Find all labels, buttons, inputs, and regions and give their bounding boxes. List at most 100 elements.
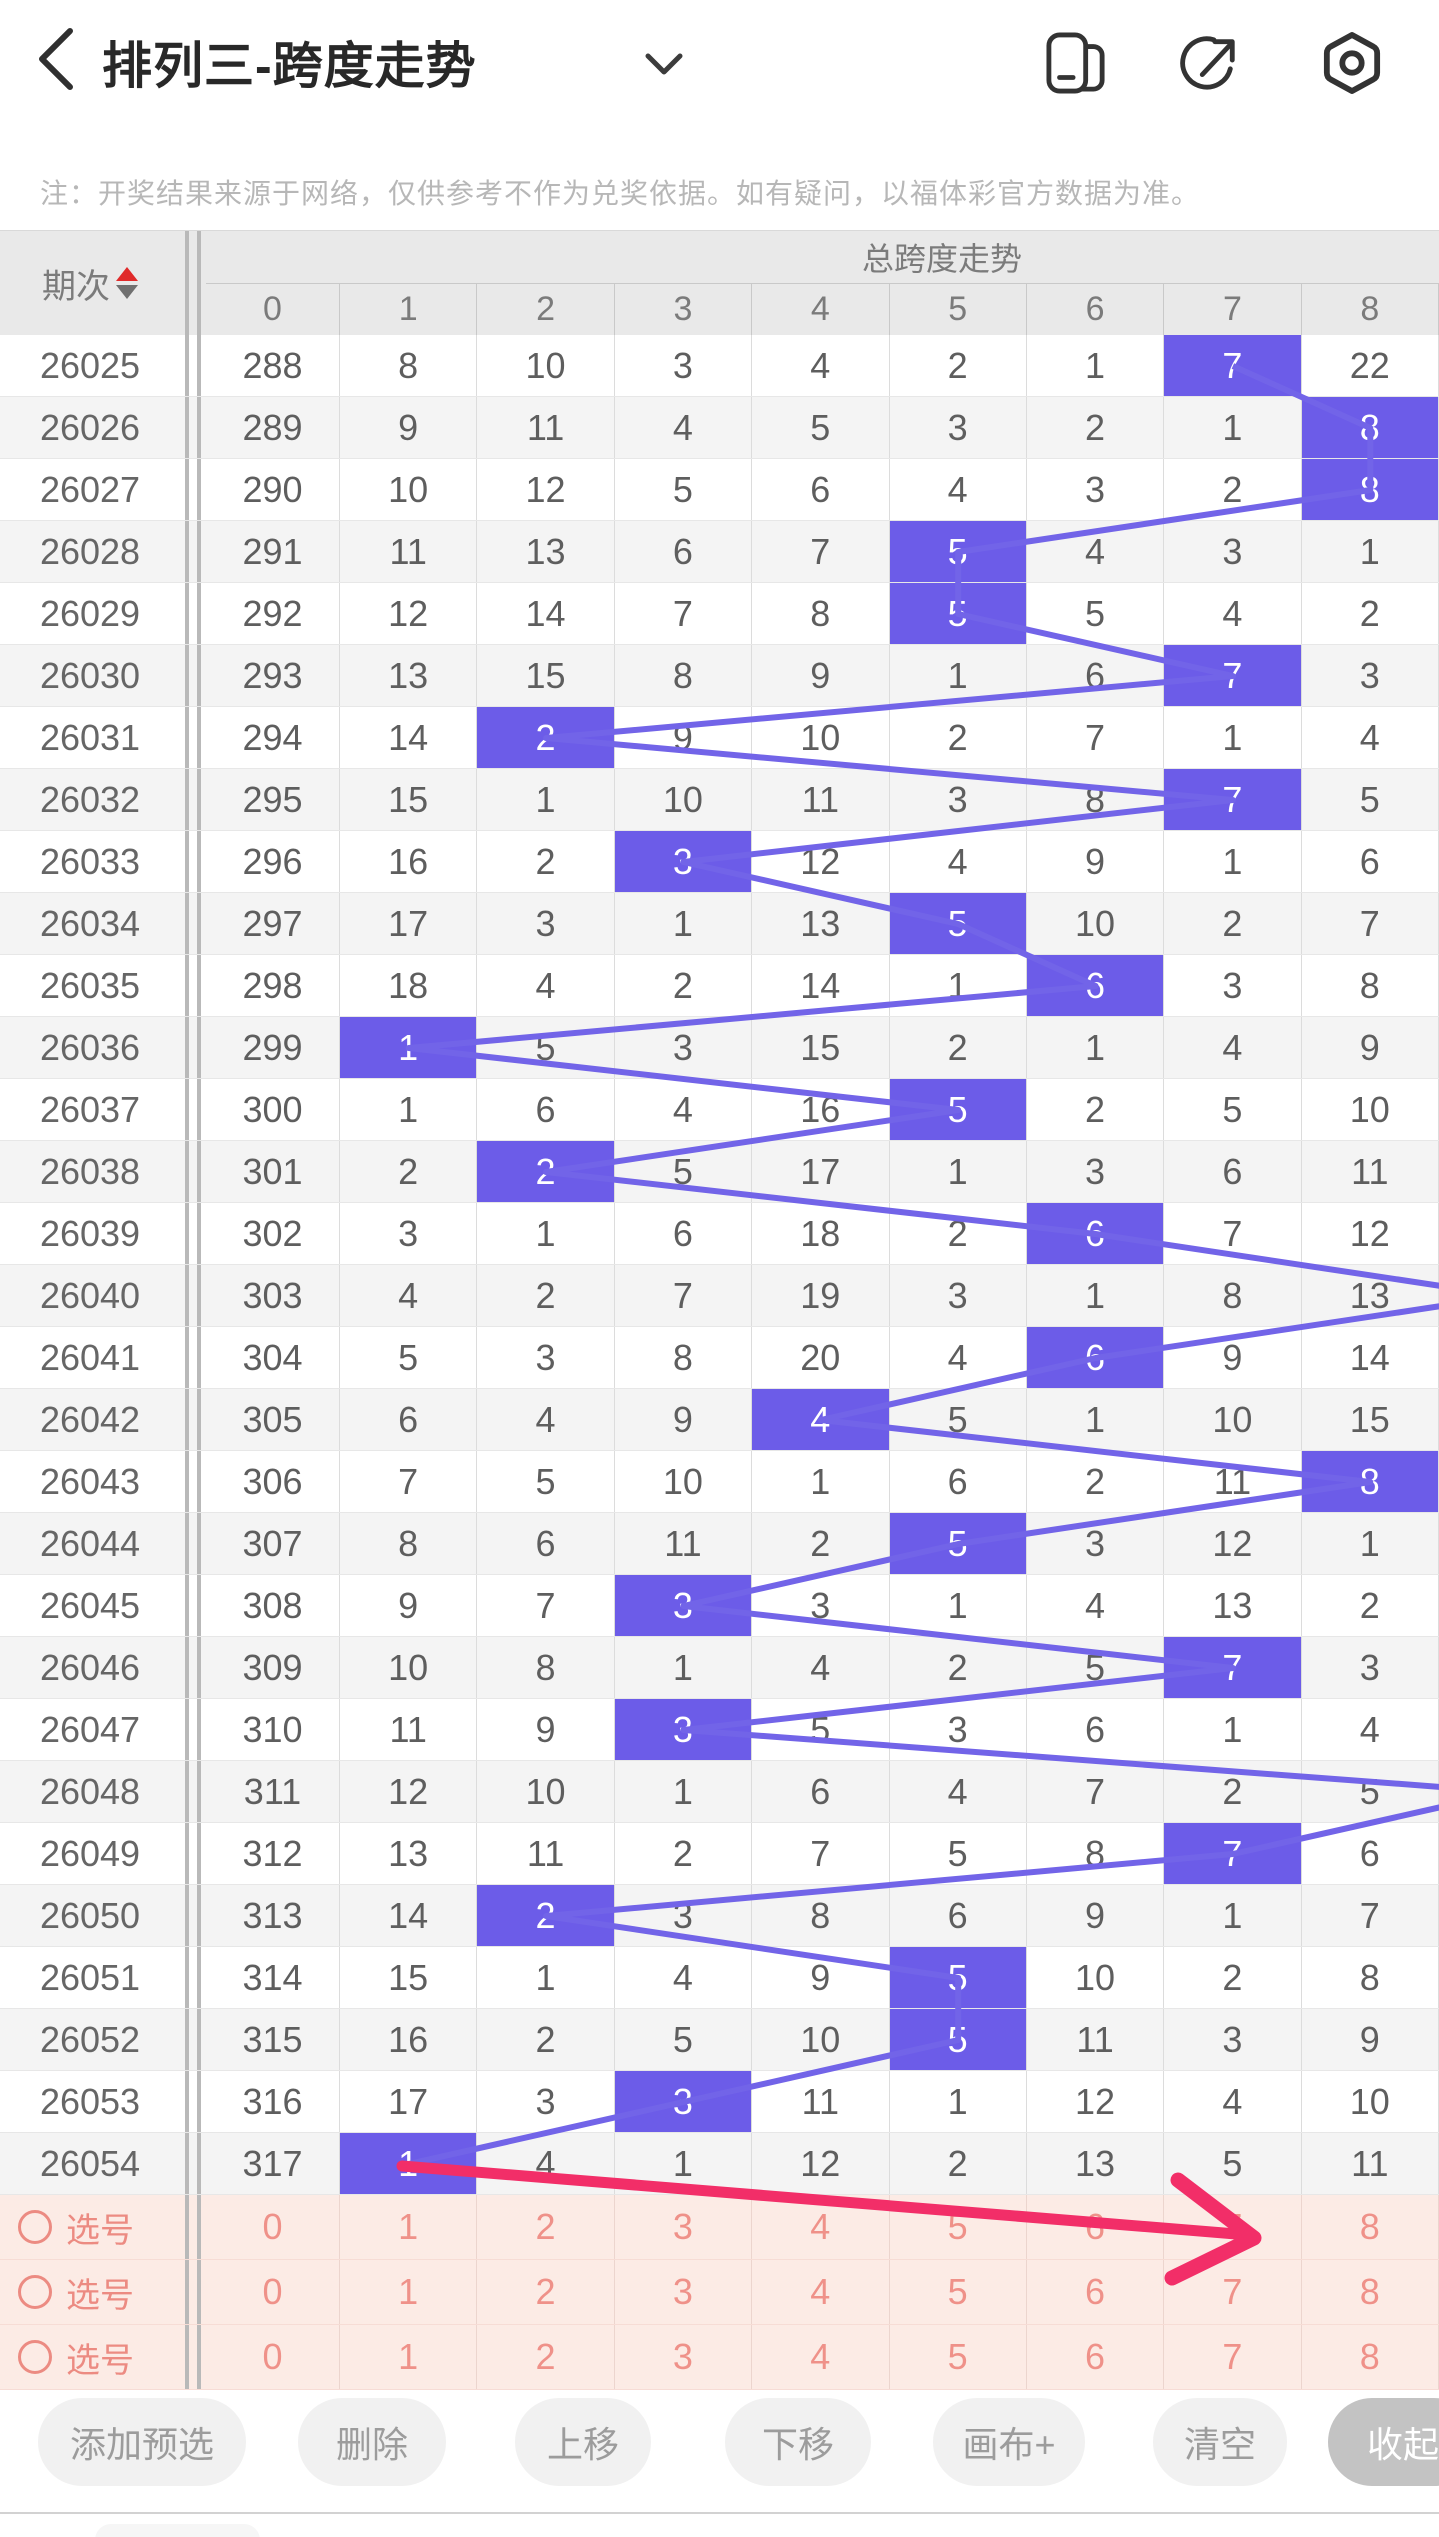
- pick-number-cell[interactable]: 6: [1027, 2260, 1165, 2324]
- miss-cell: 3: [1164, 2009, 1302, 2070]
- pick-number-cell[interactable]: 0: [206, 2195, 340, 2259]
- canvas-button[interactable]: 画布+: [933, 2398, 1085, 2486]
- miss-cell: 288: [206, 335, 340, 396]
- miss-cell: 10: [615, 769, 753, 830]
- miss-cell: 11: [340, 521, 478, 582]
- frozen-column-divider: [180, 1885, 206, 1946]
- miss-cell: 9: [615, 1389, 753, 1450]
- pick-number-cell[interactable]: 3: [615, 2325, 753, 2389]
- miss-cell: 3: [477, 1327, 615, 1388]
- pick-number-cell[interactable]: 5: [890, 2195, 1027, 2259]
- move-up-button[interactable]: 上移: [515, 2398, 651, 2486]
- pick-number-cell[interactable]: 6: [1027, 2195, 1165, 2259]
- pick-number-cell[interactable]: 7: [1164, 2260, 1302, 2324]
- delete-button[interactable]: 删除: [298, 2398, 446, 2486]
- period-cell: 26054: [39, 2142, 141, 2184]
- miss-cell: 4: [477, 955, 615, 1016]
- move-down-button[interactable]: 下移: [725, 2398, 871, 2486]
- miss-cell: 10: [615, 1451, 753, 1512]
- pick-number-cell[interactable]: 0: [206, 2325, 340, 2389]
- radio-circle-icon[interactable]: [18, 2340, 52, 2374]
- miss-cell: 1: [1027, 1265, 1165, 1326]
- miss-cell: 293: [206, 645, 340, 706]
- table-row: 26044 307 8 6 11 2 5 3 12 1: [0, 1513, 1439, 1575]
- miss-cell: 9: [477, 1699, 615, 1760]
- miss-cell: 2: [1302, 583, 1439, 644]
- settings-icon[interactable]: [1322, 32, 1382, 94]
- table-row: 26031 294 14 2 9 10 2 7 1 4: [0, 707, 1439, 769]
- miss-cell: 2: [1027, 397, 1165, 458]
- miss-cell: 3: [752, 1575, 890, 1636]
- miss-cell: 4: [890, 1327, 1027, 1388]
- share-icon[interactable]: [1180, 32, 1240, 94]
- miss-cell: 3: [890, 769, 1027, 830]
- pick-number-cell[interactable]: 1: [340, 2325, 478, 2389]
- period-cell: 26036: [39, 1026, 141, 1068]
- miss-cell: 4: [1164, 2071, 1302, 2132]
- pick-radio[interactable]: 选号: [0, 2325, 180, 2389]
- miss-cell: 1: [477, 769, 615, 830]
- miss-cell: 6: [1302, 1823, 1439, 1884]
- group-header: 总跨度走势: [861, 241, 1023, 277]
- miss-cell: 310: [206, 1699, 340, 1760]
- miss-cell: 8: [615, 1327, 753, 1388]
- pick-radio[interactable]: 选号: [0, 2195, 180, 2259]
- sort-icon[interactable]: [116, 267, 138, 299]
- radio-circle-icon[interactable]: [18, 2275, 52, 2309]
- miss-cell: 12: [340, 1761, 478, 1822]
- frozen-column-divider: [180, 769, 206, 830]
- pick-number-cell[interactable]: 8: [1302, 2195, 1439, 2259]
- miss-cell: 8: [752, 583, 890, 644]
- pick-number-cell[interactable]: 5: [890, 2260, 1027, 2324]
- chevron-down-icon[interactable]: [642, 52, 686, 78]
- pick-number-cell[interactable]: 6: [1027, 2325, 1165, 2389]
- table-row: 26033 296 16 2 3 12 4 9 1 6: [0, 831, 1439, 893]
- pick-number-cell[interactable]: 2: [477, 2260, 615, 2324]
- period-cell: 26043: [39, 1460, 141, 1502]
- miss-cell: 5: [752, 1699, 890, 1760]
- miss-cell: 14: [752, 955, 890, 1016]
- pick-number-cell[interactable]: 3: [615, 2260, 753, 2324]
- miss-cell: 5: [477, 1017, 615, 1078]
- collapse-button[interactable]: 收起: [1328, 2398, 1439, 2486]
- pick-number-cell[interactable]: 8: [1302, 2325, 1439, 2389]
- add-preselect-button[interactable]: 添加预选: [38, 2398, 246, 2486]
- pick-number-cell[interactable]: 7: [1164, 2325, 1302, 2389]
- hit-cell: 5: [889, 1513, 1027, 1574]
- pick-number-cell[interactable]: 5: [890, 2325, 1027, 2389]
- period-column-header[interactable]: 期次: [0, 231, 180, 335]
- frozen-column-divider: [180, 459, 206, 520]
- pick-number-cell[interactable]: 3: [615, 2195, 753, 2259]
- miss-cell: 1: [890, 2071, 1027, 2132]
- pick-number-cell[interactable]: 4: [752, 2195, 890, 2259]
- pick-number-cell[interactable]: 1: [340, 2195, 478, 2259]
- pick-number-cell[interactable]: 4: [752, 2325, 890, 2389]
- clear-button[interactable]: 清空: [1153, 2398, 1287, 2486]
- hit-cell: 7: [1164, 645, 1302, 706]
- miss-cell: 9: [752, 1947, 890, 2008]
- pick-radio[interactable]: 选号: [0, 2260, 180, 2324]
- miss-cell: 11: [340, 1699, 478, 1760]
- pick-number-cell[interactable]: 1: [340, 2260, 478, 2324]
- pick-number-cell[interactable]: 0: [206, 2260, 340, 2324]
- multitask-icon[interactable]: [1046, 32, 1106, 94]
- frozen-column-divider: [180, 2325, 206, 2389]
- pick-number-cell[interactable]: 4: [752, 2260, 890, 2324]
- back-icon[interactable]: [34, 26, 78, 92]
- pick-number-cell[interactable]: 8: [1302, 2260, 1439, 2324]
- miss-cell: 8: [340, 1513, 478, 1574]
- miss-cell: 9: [340, 1575, 478, 1636]
- miss-cell: 3: [890, 397, 1027, 458]
- period-cell: 26041: [39, 1336, 141, 1378]
- pick-number-cell[interactable]: 2: [477, 2325, 615, 2389]
- radio-circle-icon[interactable]: [18, 2210, 52, 2244]
- miss-cell: 2: [340, 1141, 478, 1202]
- pick-number-cell[interactable]: 7: [1164, 2195, 1302, 2259]
- miss-cell: 4: [890, 459, 1027, 520]
- table-row: 26027 290 10 12 5 6 4 3 2 8: [0, 459, 1439, 521]
- miss-cell: 4: [1302, 1699, 1439, 1760]
- miss-cell: 313: [206, 1885, 340, 1946]
- miss-cell: 17: [340, 893, 478, 954]
- pick-number-cell[interactable]: 2: [477, 2195, 615, 2259]
- hit-cell: 1: [340, 2133, 478, 2194]
